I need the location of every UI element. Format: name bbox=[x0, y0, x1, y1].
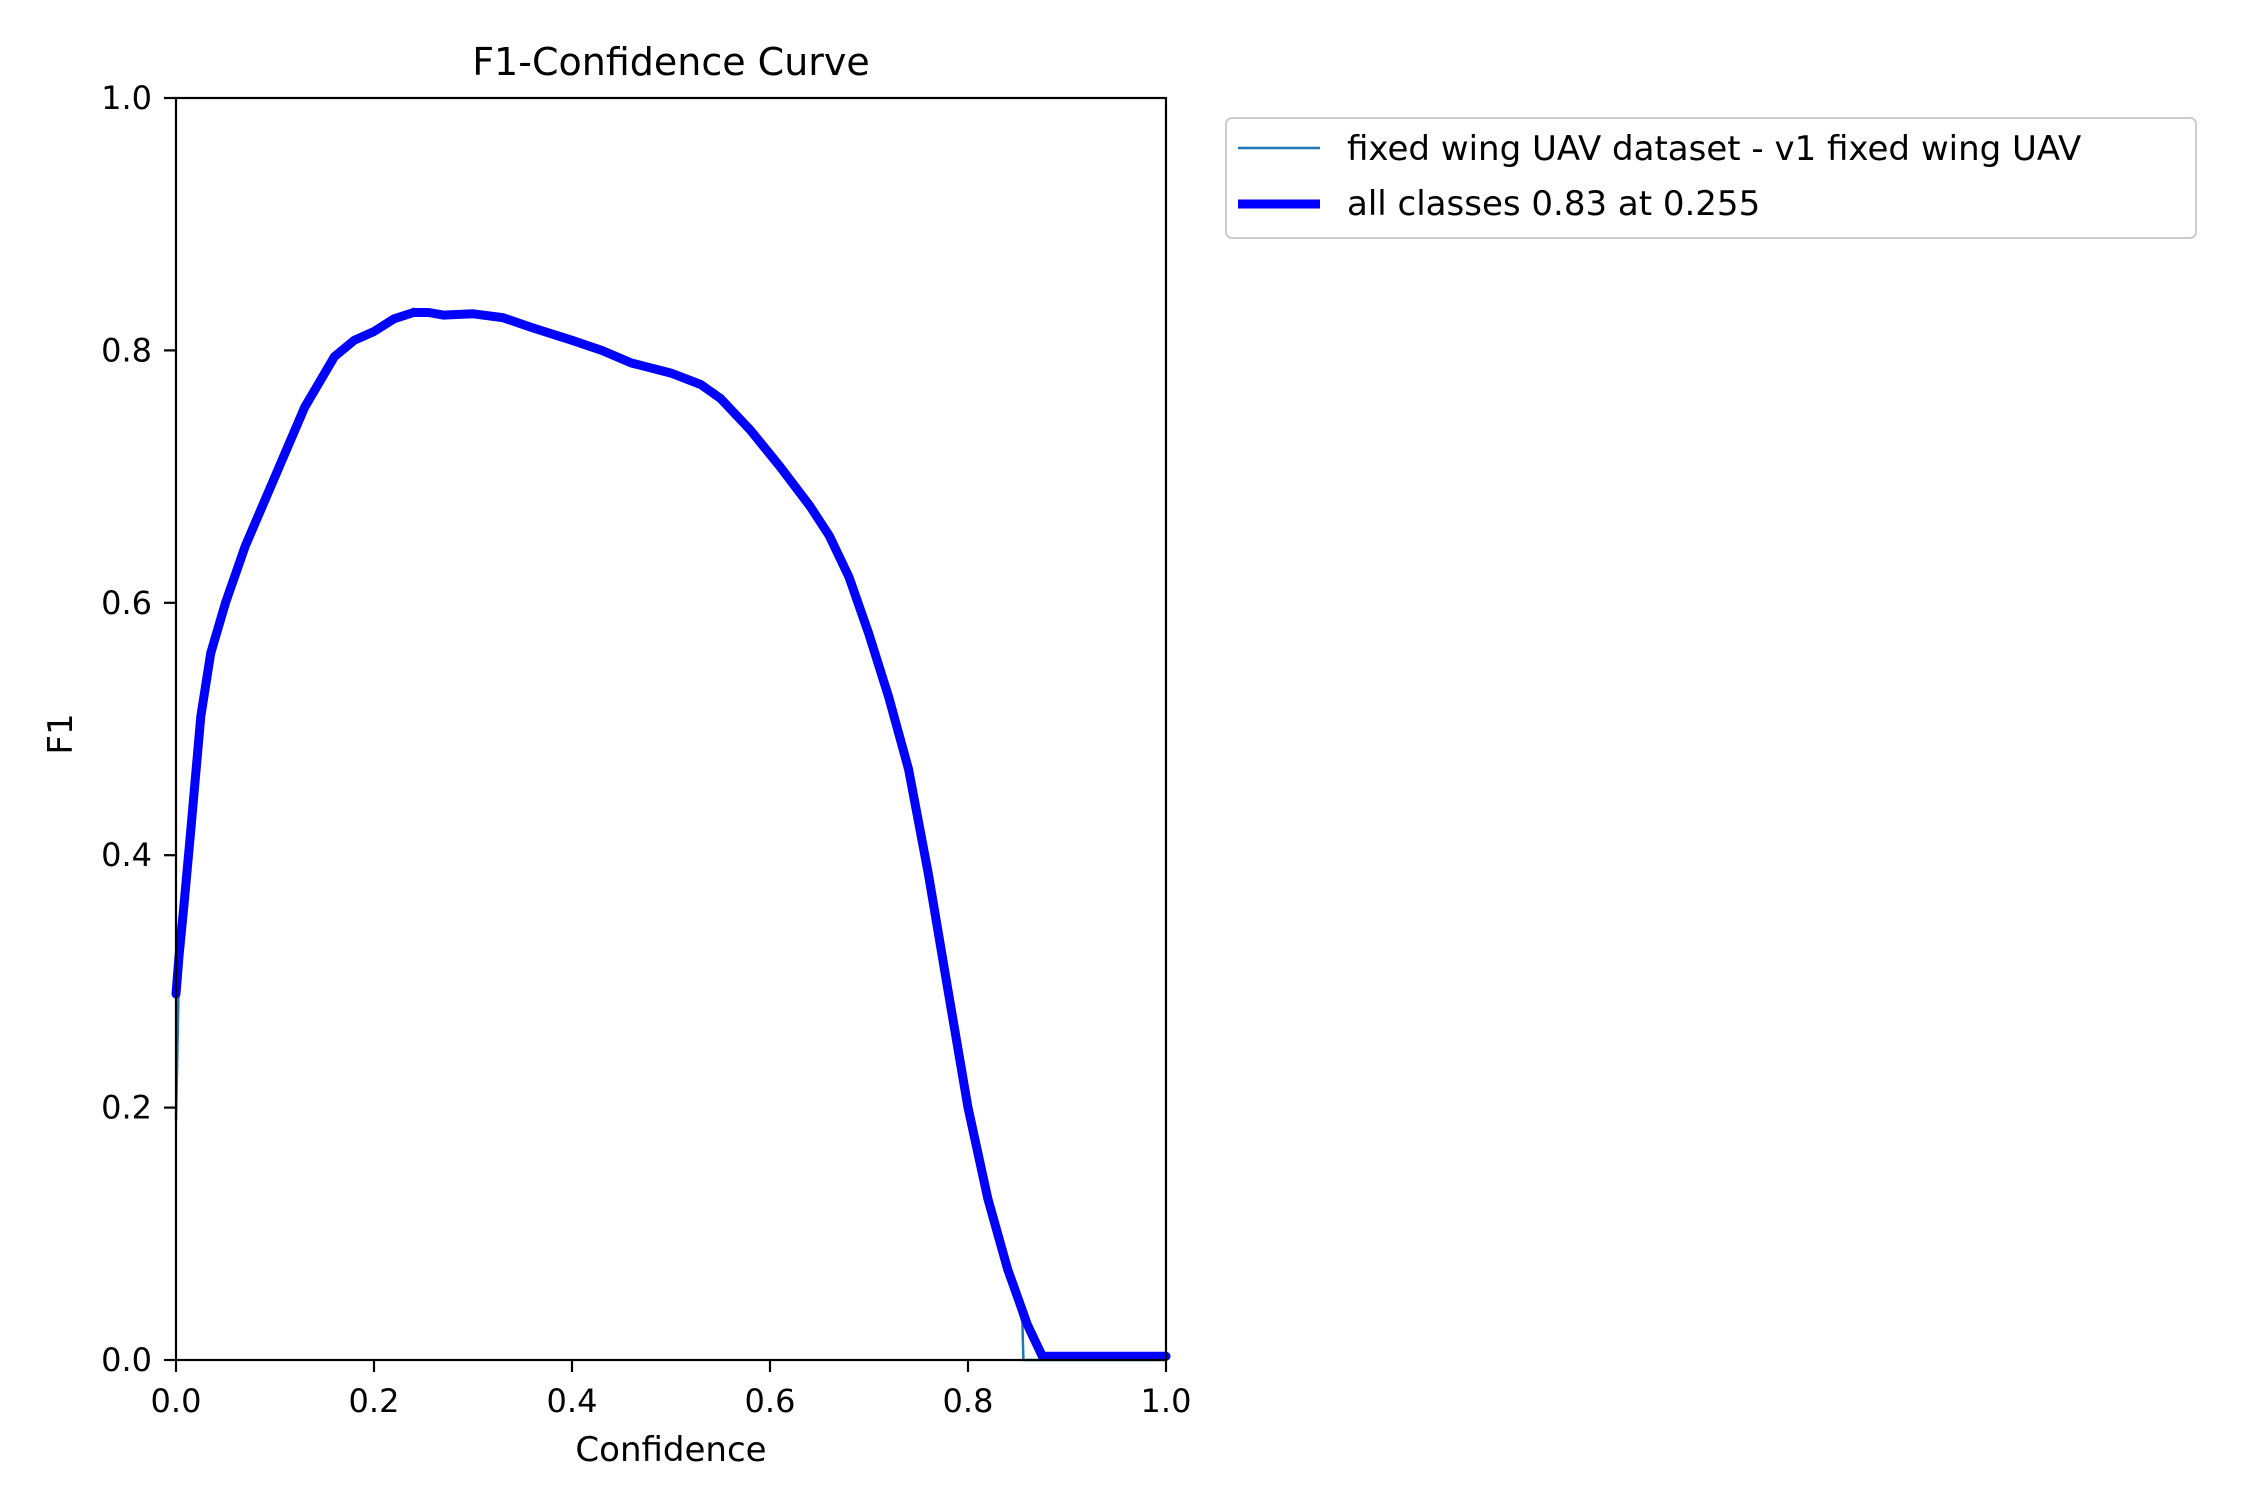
x-tick-label: 1.0 bbox=[1141, 1382, 1192, 1420]
plot-lines bbox=[171, 307, 1171, 1362]
legend-label-series-1: fixed wing UAV dataset - v1 fixed wing U… bbox=[1347, 129, 2081, 169]
x-axis-label: Confidence bbox=[575, 1430, 766, 1470]
y-axis-ticks: 0.0 0.2 0.4 0.6 0.8 1.0 bbox=[101, 79, 176, 1379]
x-tick-label: 0.0 bbox=[151, 1382, 202, 1420]
x-tick-label: 0.8 bbox=[943, 1382, 994, 1420]
y-tick-label: 1.0 bbox=[101, 79, 152, 117]
chart-title: F1-Confidence Curve bbox=[472, 40, 870, 84]
x-axis-ticks: 0.0 0.2 0.4 0.6 0.8 1.0 bbox=[151, 1360, 1192, 1420]
legend: fixed wing UAV dataset - v1 fixed wing U… bbox=[1225, 117, 2197, 239]
legend-label-series-2: all classes 0.83 at 0.255 bbox=[1347, 184, 1760, 224]
y-tick-label: 0.4 bbox=[101, 836, 152, 874]
y-axis-label: F1 bbox=[41, 713, 81, 754]
y-tick-label: 0.2 bbox=[101, 1089, 152, 1127]
series-line-2 bbox=[171, 308, 1171, 1361]
x-tick-label: 0.2 bbox=[349, 1382, 400, 1420]
y-tick-label: 0.8 bbox=[101, 331, 152, 369]
plot-area-frame bbox=[174, 96, 1168, 1362]
legend-frame bbox=[1225, 117, 2197, 239]
y-tick-label: 0.6 bbox=[101, 584, 152, 622]
x-tick-label: 0.6 bbox=[745, 1382, 796, 1420]
x-tick-label: 0.4 bbox=[547, 1382, 598, 1420]
y-tick-label: 0.0 bbox=[101, 1341, 152, 1379]
